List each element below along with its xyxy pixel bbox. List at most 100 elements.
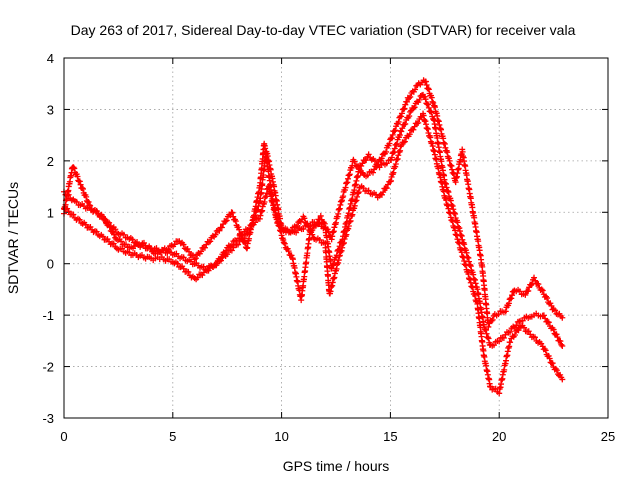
- data-point: [312, 222, 319, 229]
- data-point: [301, 215, 308, 222]
- data-point: [378, 191, 385, 198]
- data-point: [86, 202, 93, 209]
- data-point: [111, 231, 118, 238]
- data-point: [515, 327, 522, 334]
- data-point: [229, 209, 236, 216]
- data-point: [398, 110, 405, 117]
- data-point: [371, 157, 378, 164]
- data-point: [200, 263, 207, 270]
- data-point: [77, 181, 84, 188]
- data-point: [393, 141, 400, 148]
- data-point: [285, 248, 292, 255]
- y-tick-label: 4: [47, 51, 54, 66]
- data-point: [364, 172, 371, 179]
- data-point: [223, 217, 230, 224]
- y-tick-label: -3: [42, 411, 54, 426]
- data-point: [484, 334, 491, 341]
- data-point: [422, 96, 429, 103]
- y-tick-label: 2: [47, 154, 54, 169]
- data-series: [61, 110, 566, 397]
- data-point: [355, 163, 362, 170]
- data-point: [410, 105, 417, 112]
- data-point: [489, 316, 496, 323]
- data-point: [482, 327, 489, 334]
- data-point: [110, 240, 117, 247]
- data-point: [485, 335, 492, 342]
- data-point: [542, 347, 549, 354]
- data-point: [101, 215, 108, 222]
- data-point: [507, 339, 514, 346]
- data-point: [241, 238, 248, 245]
- x-tick-label: 0: [60, 429, 67, 444]
- data-point: [65, 208, 72, 215]
- data-point: [542, 315, 549, 322]
- data-point: [317, 212, 324, 219]
- data-point: [509, 292, 516, 299]
- data-point: [360, 185, 367, 192]
- data-point: [118, 238, 125, 245]
- data-point: [304, 220, 311, 227]
- data-point: [553, 367, 560, 374]
- data-point: [74, 173, 81, 180]
- data-point: [222, 247, 229, 254]
- data-point: [485, 323, 492, 330]
- data-point: [232, 218, 239, 225]
- data-point: [212, 231, 219, 238]
- data-point: [280, 239, 287, 246]
- data-point: [559, 343, 566, 349]
- data-point: [235, 241, 242, 248]
- data-point: [202, 244, 209, 251]
- chart-title: Day 263 of 2017, Sidereal Day-to-day VTE…: [71, 22, 576, 38]
- data-point: [422, 78, 429, 85]
- data-point: [398, 113, 405, 120]
- data-point: [191, 256, 198, 263]
- data-point: [305, 223, 312, 230]
- data-point: [185, 268, 192, 275]
- data-point: [330, 262, 337, 269]
- data-point: [558, 341, 565, 348]
- data-point: [70, 211, 77, 218]
- data-point: [363, 157, 370, 164]
- data-point: [502, 308, 509, 315]
- data-point: [391, 145, 398, 152]
- data-point: [365, 151, 372, 158]
- data-point: [380, 189, 387, 196]
- data-point: [429, 98, 436, 105]
- data-point: [383, 148, 390, 155]
- x-tick-label: 25: [601, 429, 615, 444]
- data-point: [559, 376, 566, 383]
- data-point: [406, 95, 413, 102]
- data-point: [399, 125, 406, 132]
- data-point: [553, 331, 560, 338]
- data-point: [554, 334, 561, 341]
- data-point: [351, 158, 358, 165]
- data-point: [180, 241, 187, 248]
- data-point: [239, 235, 246, 242]
- data-point: [389, 131, 396, 138]
- data-point: [292, 224, 299, 231]
- data-point: [411, 123, 418, 130]
- data-point: [73, 198, 80, 205]
- data-point: [415, 119, 422, 126]
- data-point: [222, 218, 229, 225]
- data-point: [407, 93, 414, 100]
- data-point: [218, 224, 225, 231]
- data-point: [93, 208, 100, 215]
- data-point: [192, 255, 199, 262]
- data-point: [528, 282, 535, 289]
- data-point: [281, 240, 288, 247]
- data-point: [403, 98, 410, 105]
- x-axis-label: GPS time / hours: [283, 458, 390, 474]
- data-point: [525, 328, 532, 335]
- data-point: [309, 227, 316, 234]
- data-point: [490, 342, 497, 349]
- data-point: [76, 216, 83, 223]
- data-point: [395, 118, 402, 125]
- data-point: [184, 245, 191, 252]
- data-point: [205, 267, 212, 274]
- data-point: [288, 227, 295, 234]
- data-point: [129, 236, 136, 243]
- data-point: [102, 216, 109, 223]
- data-point: [174, 260, 181, 267]
- data-point: [198, 248, 205, 255]
